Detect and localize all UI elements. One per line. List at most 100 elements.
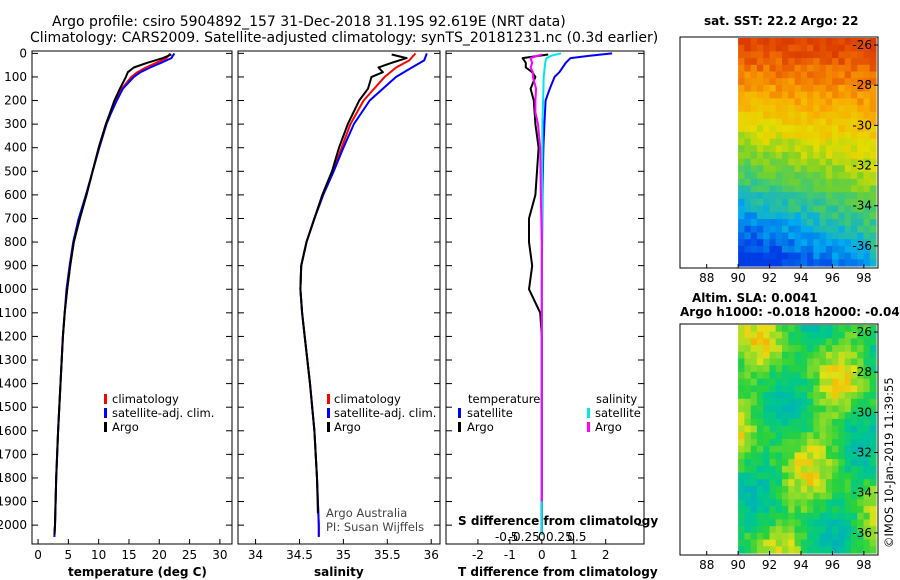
heatmap-cell bbox=[807, 418, 814, 427]
heatmap-cell bbox=[794, 432, 802, 440]
heatmap-cell bbox=[794, 205, 802, 213]
heatmap-cell bbox=[788, 172, 796, 180]
heatmap-cell bbox=[813, 398, 821, 407]
heatmap-cell bbox=[844, 412, 852, 420]
heatmap-cell bbox=[869, 219, 877, 227]
heatmap-cell bbox=[857, 485, 865, 494]
heatmap-cell bbox=[794, 138, 802, 146]
heatmap-cell bbox=[838, 392, 846, 400]
legend-swatch-t-argo bbox=[458, 422, 461, 432]
heatmap-cell bbox=[813, 358, 821, 366]
heatmap-cell bbox=[782, 125, 789, 133]
map-y-tick-label: -34 bbox=[852, 199, 872, 213]
heatmap-cell bbox=[750, 392, 758, 400]
heatmap-cell bbox=[825, 405, 833, 413]
heatmap-cell bbox=[769, 51, 777, 59]
heatmap-cell bbox=[819, 479, 827, 487]
heatmap-cell bbox=[857, 212, 865, 220]
heatmap-cell bbox=[850, 485, 858, 494]
heatmap-cell bbox=[863, 125, 871, 133]
heatmap-cell bbox=[869, 452, 877, 460]
heatmap-cell bbox=[769, 485, 777, 494]
heatmap-cell bbox=[750, 345, 758, 353]
sla-title-line1: Altim. SLA: 0.0041 bbox=[692, 291, 818, 305]
heatmap-cell bbox=[832, 165, 839, 173]
heatmap-cell bbox=[788, 532, 796, 541]
heatmap-cell bbox=[756, 425, 764, 433]
heatmap-cell bbox=[807, 546, 814, 554]
heatmap-cell bbox=[769, 232, 777, 240]
heatmap-cell bbox=[819, 125, 827, 133]
heatmap-cell bbox=[782, 58, 789, 66]
heatmap-cell bbox=[813, 78, 821, 86]
heatmap-cell bbox=[863, 378, 871, 386]
heatmap-cell bbox=[763, 225, 771, 234]
heatmap-cell bbox=[788, 546, 796, 554]
heatmap-cell bbox=[819, 546, 827, 554]
heatmap-cell bbox=[825, 485, 833, 494]
heatmap-cell bbox=[832, 185, 839, 193]
heatmap-cell bbox=[775, 111, 783, 120]
legend-label-s-argo: Argo bbox=[595, 420, 622, 434]
heatmap-cell bbox=[744, 378, 752, 386]
heatmap-cell bbox=[850, 91, 858, 99]
map-y-tick-label: -32 bbox=[852, 159, 872, 173]
heatmap-cell bbox=[794, 512, 802, 521]
heatmap-cell bbox=[775, 178, 783, 187]
heatmap-cell bbox=[857, 351, 865, 360]
legend-difference: temperature salinity satellite Argo sate… bbox=[458, 392, 641, 434]
heatmap-cell bbox=[775, 465, 783, 474]
heatmap-cell bbox=[813, 138, 821, 146]
heatmap-cell bbox=[838, 91, 846, 99]
heatmap-cell bbox=[863, 506, 871, 514]
heatmap-cell bbox=[869, 539, 877, 547]
heatmap-cell bbox=[769, 245, 777, 254]
heatmap-cell bbox=[857, 152, 865, 160]
heatmap-cell bbox=[750, 125, 758, 133]
heatmap-cell bbox=[807, 131, 814, 140]
heatmap-cell bbox=[763, 178, 771, 187]
depth-tick-label: 500 bbox=[4, 164, 27, 178]
heatmap-cell bbox=[769, 512, 777, 521]
heatmap-cell bbox=[782, 472, 789, 480]
heatmap-cell bbox=[819, 512, 827, 521]
heatmap-cell bbox=[869, 378, 877, 386]
heatmap-cell bbox=[794, 485, 802, 494]
heatmap-cell bbox=[756, 412, 764, 420]
heatmap-cell bbox=[794, 172, 802, 180]
heatmap-cell bbox=[800, 539, 808, 547]
heatmap-cell bbox=[738, 378, 745, 386]
heatmap-cell bbox=[807, 185, 814, 193]
heatmap-cell bbox=[850, 152, 858, 160]
heatmap-cell bbox=[763, 219, 771, 227]
heatmap-cell bbox=[850, 84, 858, 93]
heatmap-cell bbox=[788, 405, 796, 413]
heatmap-cell bbox=[838, 398, 846, 407]
heatmap-cell bbox=[857, 178, 865, 187]
heatmap-cell bbox=[857, 111, 865, 120]
heatmap-cell bbox=[807, 58, 814, 66]
heatmap-cell bbox=[750, 432, 758, 440]
heatmap-cell bbox=[794, 492, 802, 500]
heatmap-cell bbox=[813, 439, 821, 447]
heatmap-cell bbox=[819, 439, 827, 447]
heatmap-cell bbox=[763, 71, 771, 79]
heatmap-cell bbox=[782, 205, 789, 213]
header-line1: Argo profile: csiro 5904892_157 31-Dec-2… bbox=[52, 14, 566, 30]
heatmap-cell bbox=[763, 492, 771, 500]
heatmap-cell bbox=[750, 198, 758, 207]
heatmap-cell bbox=[838, 425, 846, 433]
legend-label-argo: Argo bbox=[112, 420, 139, 434]
heatmap-cell bbox=[782, 465, 789, 474]
heatmap-cell bbox=[782, 78, 789, 86]
heatmap-cell bbox=[788, 459, 796, 467]
heatmap-cell bbox=[800, 165, 808, 173]
heatmap-cell bbox=[857, 44, 865, 52]
heatmap-cell bbox=[825, 192, 833, 200]
heatmap-cell bbox=[819, 365, 827, 373]
heatmap-cell bbox=[775, 64, 783, 73]
depth-tick-label: 1900 bbox=[0, 495, 27, 509]
heatmap-cell bbox=[807, 205, 814, 213]
heatmap-cell bbox=[857, 245, 865, 254]
heatmap-cell bbox=[869, 398, 877, 407]
